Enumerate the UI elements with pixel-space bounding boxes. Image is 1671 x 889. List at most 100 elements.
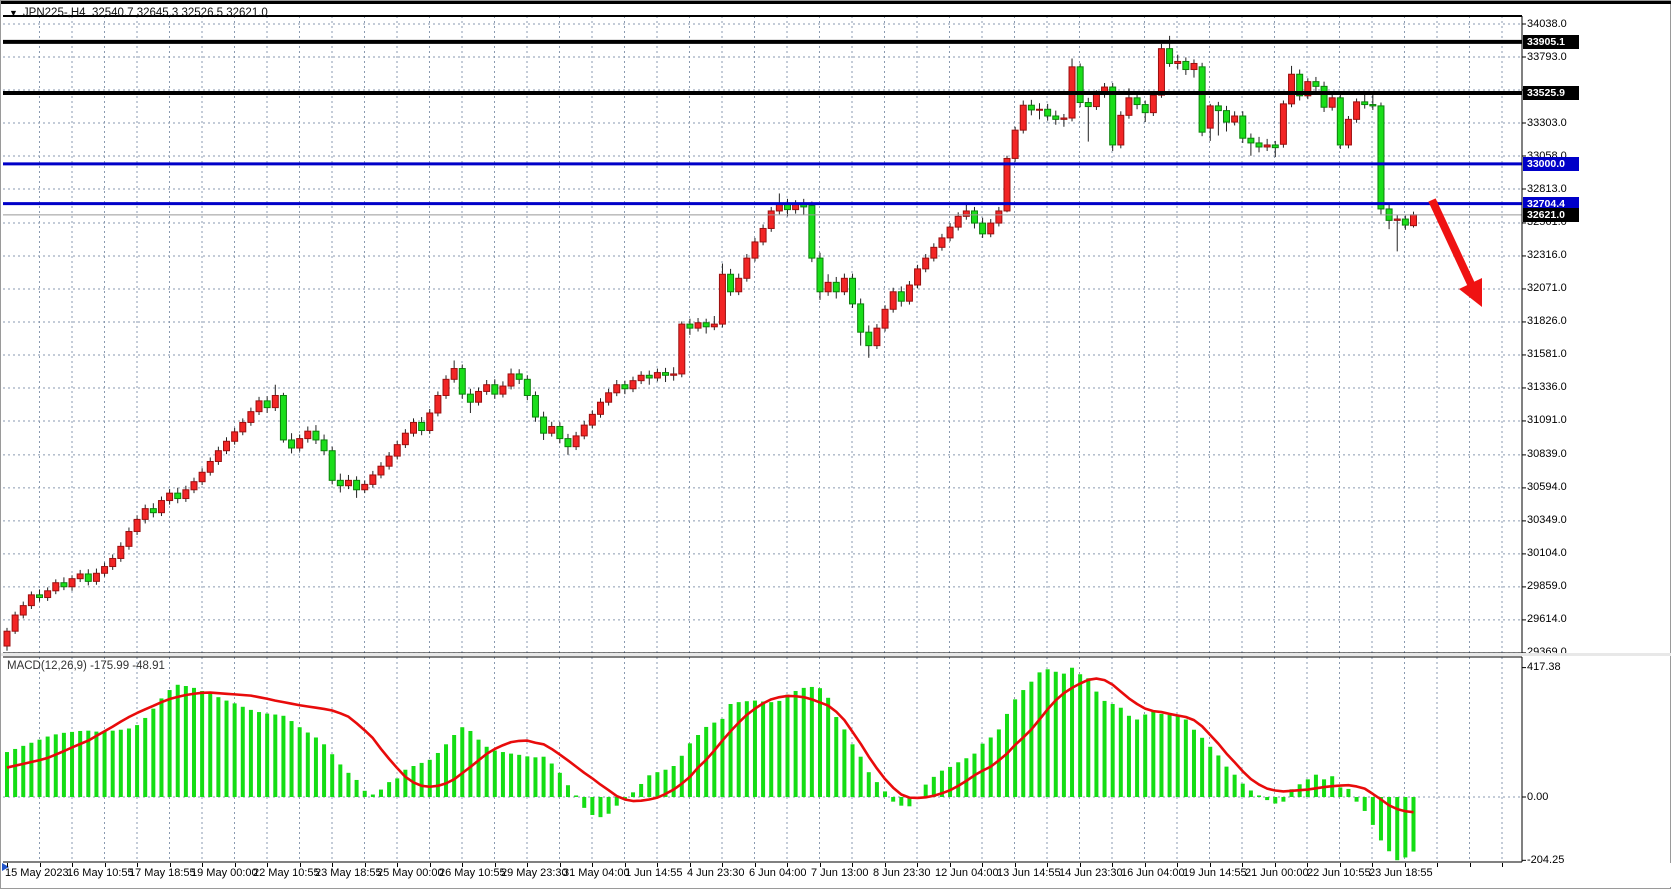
macd-histogram-bar xyxy=(1110,704,1115,797)
candle-body-up xyxy=(694,322,702,329)
candle-body-down xyxy=(1296,73,1304,97)
candle-body-up xyxy=(125,531,133,547)
candle-body-down xyxy=(1198,66,1206,133)
panel-splitter[interactable] xyxy=(1,653,1671,656)
candle-body-down xyxy=(1361,101,1369,106)
candle xyxy=(458,364,466,399)
candle xyxy=(718,263,726,328)
candle xyxy=(946,223,954,242)
candle xyxy=(190,477,198,494)
macd-panel[interactable] xyxy=(1,656,1671,863)
candle-body-down xyxy=(849,277,857,305)
candle-body-down xyxy=(1369,104,1377,107)
candle xyxy=(133,515,141,535)
candle-body-down xyxy=(832,281,840,293)
down-arrow-annotation[interactable] xyxy=(1428,198,1482,307)
time-tick xyxy=(1404,863,1406,867)
macd-histogram-bar xyxy=(931,776,936,797)
candle-body-down xyxy=(263,400,271,409)
macd-histogram-bar xyxy=(346,772,351,797)
candle-body-up xyxy=(117,545,125,559)
macd-histogram-bar xyxy=(679,755,684,797)
candle xyxy=(1206,103,1214,141)
candle xyxy=(166,489,174,505)
candle xyxy=(1328,94,1336,111)
candle-body-down xyxy=(328,450,336,481)
candle xyxy=(572,431,580,451)
candle xyxy=(1377,102,1385,215)
scroll-anchor-icon[interactable] xyxy=(2,863,9,871)
candle-body-up xyxy=(296,438,304,449)
candle-body-up xyxy=(1003,157,1011,212)
macd-histogram-bar xyxy=(468,730,473,797)
candle-body-down xyxy=(60,582,68,588)
macd-name: MACD(12,26,9) xyxy=(7,660,87,672)
symbol-dropdown-icon[interactable]: ▼ xyxy=(9,8,18,18)
time-tick xyxy=(982,863,983,867)
candle xyxy=(92,568,100,585)
macd-histogram-bar xyxy=(834,717,839,797)
candle-body-up xyxy=(401,432,409,446)
candle xyxy=(653,368,661,382)
macd-histogram-bar xyxy=(1029,681,1034,797)
price-panel[interactable] xyxy=(1,1,1671,656)
macd-histogram-bar xyxy=(126,728,131,797)
time-tick xyxy=(7,863,8,867)
macd-chart-svg[interactable] xyxy=(1,656,1671,863)
candle-body-up xyxy=(759,227,767,243)
candle xyxy=(442,375,450,399)
candle xyxy=(832,276,840,299)
candle-body-up xyxy=(637,374,645,382)
macd-histogram-bar xyxy=(1061,673,1066,797)
candle-body-up xyxy=(930,246,938,259)
macd-histogram-bar xyxy=(1248,790,1253,797)
macd-histogram-bar xyxy=(582,797,587,808)
candle xyxy=(475,387,483,406)
candle xyxy=(637,371,645,385)
time-tick xyxy=(494,863,496,867)
candle xyxy=(271,384,279,411)
time-axis-label: 6 Jun 04:00 xyxy=(749,867,807,879)
macd-histogram-bar xyxy=(655,772,660,797)
time-tick xyxy=(202,863,203,867)
macd-histogram-bar xyxy=(590,797,595,815)
candle xyxy=(117,542,125,562)
time-axis[interactable]: 15 May 2023 16 May 10:55 17 May 18:55 19 Ma… xyxy=(1,863,1671,887)
candle-body-down xyxy=(897,291,905,302)
candle-body-up xyxy=(572,435,580,448)
candle-body-up xyxy=(735,277,743,293)
time-tick xyxy=(72,863,73,867)
time-axis-label: 4 Jun 23:30 xyxy=(687,867,745,879)
candle-body-down xyxy=(1271,144,1279,149)
macd-histogram-bar xyxy=(1118,707,1123,797)
time-tick xyxy=(429,863,431,867)
candle xyxy=(3,627,11,651)
macd-histogram-bar xyxy=(330,754,335,797)
macd-histogram-bar xyxy=(94,731,99,797)
price-level-badge: 33525.9 xyxy=(1523,85,1579,100)
candle-body-up xyxy=(1060,117,1068,120)
macd-histogram-bar xyxy=(818,688,822,797)
macd-histogram-bar xyxy=(687,743,692,797)
candle-body-up xyxy=(434,394,442,414)
macd-histogram-bar xyxy=(1053,671,1058,797)
price-axis-label: 29614.0 xyxy=(1527,613,1567,626)
time-axis-label: 8 Jun 23:30 xyxy=(873,867,931,879)
macd-histogram-bar xyxy=(541,756,546,797)
candle xyxy=(60,577,68,591)
candle xyxy=(101,562,109,577)
candle xyxy=(353,476,361,498)
candle xyxy=(727,268,735,296)
candle-body-up xyxy=(548,425,556,434)
macd-histogram-bar xyxy=(1004,713,1009,797)
candle-body-up xyxy=(247,411,255,423)
candle xyxy=(1320,81,1328,112)
candle xyxy=(702,318,710,334)
candle xyxy=(515,369,523,385)
price-chart-svg[interactable] xyxy=(1,1,1671,656)
macd-signal-line xyxy=(6,677,1414,814)
macd-histogram-bar xyxy=(500,752,505,797)
candle xyxy=(1084,97,1092,142)
price-axis-label: 31581.0 xyxy=(1527,348,1567,361)
